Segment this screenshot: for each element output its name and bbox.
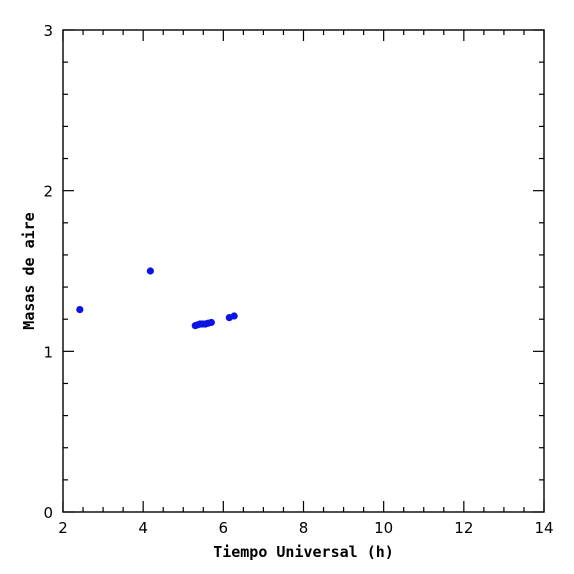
y-tick-label: 2 [43,183,53,201]
x-tick-label: 6 [219,519,229,537]
data-point [207,318,215,327]
y-tick-label: 1 [43,343,53,361]
x-tick-label: 14 [534,519,553,537]
x-tick-label: 8 [299,519,309,537]
data-point [76,305,84,314]
x-tick-label: 4 [138,519,148,537]
x-tick-label: 10 [374,519,393,537]
y-axis-label: Masas de aire [20,212,38,329]
data-point [230,312,238,320]
data-point [146,267,154,275]
y-tick-label: 0 [43,504,53,522]
x-tick-label: 12 [454,519,473,537]
axis-ticks [62,29,545,513]
data-points [76,267,238,330]
plot-frame [62,29,545,513]
x-tick-label: 2 [58,519,68,537]
x-axis-label: Tiempo Universal (h) [213,543,394,561]
y-tick-label: 3 [43,22,53,40]
